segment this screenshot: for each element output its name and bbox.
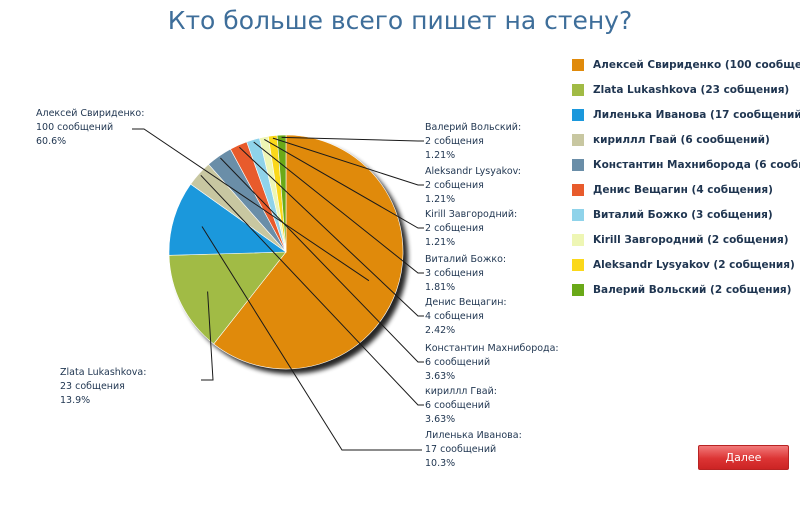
legend-item: Zlata Lukashkova (23 собщения) [572,77,800,102]
data-label: 2 собщения [425,136,484,147]
legend-swatch [572,208,584,221]
data-label: 60.6% [36,136,66,147]
legend-label: Виталий Божко (3 собщения) [593,208,773,221]
data-label: кириллл Гвай: [425,386,497,397]
data-label: 23 собщения [60,381,125,392]
data-label: 1.21% [425,237,455,248]
data-label: 2 собщения [425,223,484,234]
legend-item: Алексей Свириденко (100 сообщений) [572,52,800,77]
data-label: 1.21% [425,150,455,161]
legend-item: кириллл Гвай (6 сообщений) [572,127,800,152]
legend-swatch [572,283,584,296]
callout-line [220,157,424,363]
legend-item: Kirill Завгородний (2 собщения) [572,227,800,252]
legend-label: Aleksandr Lysyakov (2 собщения) [593,258,795,271]
data-label: Константин Махнибoрода: [425,343,559,354]
legend-label: Алексей Свириденко (100 сообщений) [593,58,800,71]
next-button[interactable]: Далее [698,445,789,470]
pie-callouts: Алексей Свириденко: 100 сообщений 60.6% Zla… [36,108,559,469]
legend-item: Aleksandr Lysyakov (2 собщения) [572,252,800,277]
data-label: Алексей Свириденко: [36,108,144,119]
legend-label: Kirill Завгородний (2 собщения) [593,233,789,246]
pie-slice [213,134,404,370]
pie-slice [168,183,287,256]
legend: Алексей Свириденко (100 сообщений) Zlata … [572,52,800,302]
data-label: 6 сообщений [425,357,490,368]
pie-slice [168,251,287,345]
legend-swatch [572,233,584,246]
legend-swatch [572,183,584,196]
data-label: 17 сообщений [425,444,496,455]
data-label: Валерий Вольский: [425,122,521,133]
legend-label: Денис Вещагин (4 собщения) [593,183,773,196]
data-label: 3 собщения [425,268,484,279]
data-label: 3.63% [425,414,455,425]
legend-item: Виталий Божко (3 собщения) [572,202,800,227]
legend-swatch [572,158,584,171]
legend-swatch [572,258,584,271]
data-label: 13.9% [60,395,90,406]
legend-label: Лиленька Иванова (17 сообщений) [593,108,800,121]
legend-swatch [572,58,584,71]
pie-slices [168,134,404,370]
data-label: Денис Вещагин: [425,297,507,308]
data-label: Zlata Lukashkova: [60,367,146,378]
callout-line [132,128,370,282]
callout-line [201,291,214,381]
legend-item: Валерий Вольский (2 собщения) [572,277,800,302]
callout-line [200,174,424,406]
data-label: Aleksandr Lysyakov: [425,166,521,177]
legend-item: Лиленька Иванова (17 сообщений) [572,102,800,127]
callout-line [239,146,424,317]
data-label: 100 сообщений [36,122,113,133]
legend-swatch [572,133,584,146]
legend-item: Константин Махнибoрода (6 сообщений) [572,152,800,177]
callout-line [264,138,424,229]
data-label: Kirill Завгородний: [425,209,517,220]
data-label: Виталий Божко: [425,254,506,265]
callout-line [201,226,422,451]
data-label: 3.63% [425,371,455,382]
data-label: 10.3% [425,458,455,469]
data-label: Лиленька Иванова: [425,430,522,441]
data-label: 2.42% [425,325,455,336]
legend-label: Константин Махнибoрода (6 сообщений) [593,158,800,171]
data-label: 6 сообщений [425,400,490,411]
data-label: 1.81% [425,282,455,293]
legend-label: Zlata Lukashkova (23 собщения) [593,83,790,96]
chart-title: Кто больше всего пишет на стену? [167,6,633,35]
legend-item: Денис Вещагин (4 собщения) [572,177,800,202]
legend-swatch [572,83,584,96]
data-label: 1.21% [425,194,455,205]
callout-line [281,136,424,142]
data-label: 2 собщения [425,180,484,191]
callout-line [253,141,424,274]
legend-label: кириллл Гвай (6 сообщений) [593,133,770,146]
callout-line [272,137,424,186]
legend-swatch [572,108,584,121]
data-label: 4 собщения [425,311,484,322]
legend-label: Валерий Вольский (2 собщения) [593,283,792,296]
